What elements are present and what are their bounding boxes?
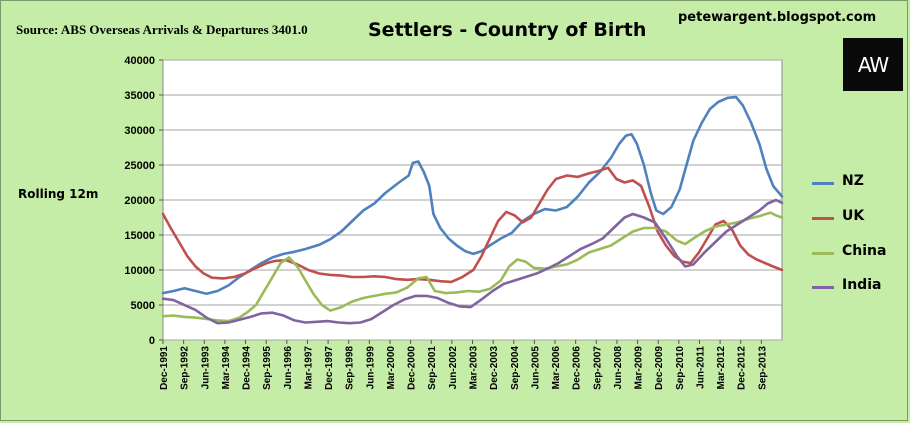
x-tick-label: Sep-1995 (262, 346, 273, 390)
blog-url: petewargent.blogspot.com (678, 10, 877, 25)
x-tick-label: Mar-2000 (386, 346, 397, 390)
x-tick-label: Jun-1996 (283, 346, 294, 390)
legend-label-china: China (842, 243, 887, 259)
series-line-india (161, 198, 784, 325)
series-line-china (161, 211, 784, 323)
aw-logo: AW (843, 38, 903, 91)
x-tick-label: Mar-2003 (469, 346, 480, 390)
x-tick-label: Sep-2010 (675, 346, 686, 390)
x-tick-label: Jun-1993 (200, 346, 211, 390)
x-tick-label: Dec-2000 (407, 346, 418, 390)
series-line-nz (161, 95, 784, 296)
legend-label-india: India (842, 277, 882, 293)
x-tick-label: Dec-1991 (159, 346, 170, 390)
x-tick-label: Mar-2012 (716, 346, 727, 390)
x-tick-label: Mar-2006 (551, 346, 562, 390)
legend-label-nz: NZ (842, 173, 864, 189)
x-tick-label: Dec-1994 (242, 346, 253, 390)
x-tick-label: Dec-2003 (489, 346, 500, 390)
x-tick-label: Mar-2009 (634, 346, 645, 390)
series-line-uk (161, 166, 784, 284)
y-tick-label: 0 (149, 335, 155, 347)
x-tick-label: Jun-2005 (530, 346, 541, 390)
x-tick-label: Jun-2002 (448, 346, 459, 390)
legend-swatch-china (812, 252, 834, 255)
x-tick-label: Sep-2013 (757, 346, 768, 390)
y-tick-label: 10000 (124, 265, 155, 277)
y-tick-label: 30000 (124, 125, 155, 137)
x-tick-label: Dec-1997 (324, 346, 335, 390)
y-tick-label: 35000 (124, 90, 155, 102)
x-tick-label: Sep-2007 (592, 346, 603, 390)
legend-label-uk: UK (842, 208, 865, 224)
x-tick-label: Mar-1994 (221, 346, 232, 390)
x-tick-label: Dec-2006 (572, 346, 583, 390)
y-tick-label: 25000 (124, 160, 155, 172)
y-tick-label: 40000 (124, 55, 155, 67)
legend-swatch-nz (812, 182, 834, 185)
rolling-label: Rolling 12m (18, 187, 99, 201)
chart-title: Settlers - Country of Birth (368, 19, 647, 41)
source-note: Source: ABS Overseas Arrivals & Departur… (16, 22, 308, 37)
x-tick-label: Jun-1999 (365, 346, 376, 390)
y-tick-label: 5000 (131, 300, 155, 312)
x-tick-label: Sep-2001 (427, 346, 438, 390)
x-tick-label: Jun-2011 (695, 346, 706, 389)
x-tick-label: Dec-2012 (737, 346, 748, 390)
x-tick-label: Dec-2009 (654, 346, 665, 390)
y-tick-label: 15000 (124, 230, 155, 242)
x-tick-label: Mar-1997 (303, 346, 314, 390)
legend-swatch-uk (812, 217, 834, 220)
x-tick-label: Sep-1998 (345, 346, 356, 390)
x-tick-label: Sep-1992 (180, 346, 191, 390)
legend-swatch-india (812, 286, 834, 289)
x-tick-label: Sep-2004 (510, 346, 521, 390)
x-tick-label: Jun-2008 (613, 346, 624, 390)
y-tick-label: 20000 (124, 195, 155, 207)
